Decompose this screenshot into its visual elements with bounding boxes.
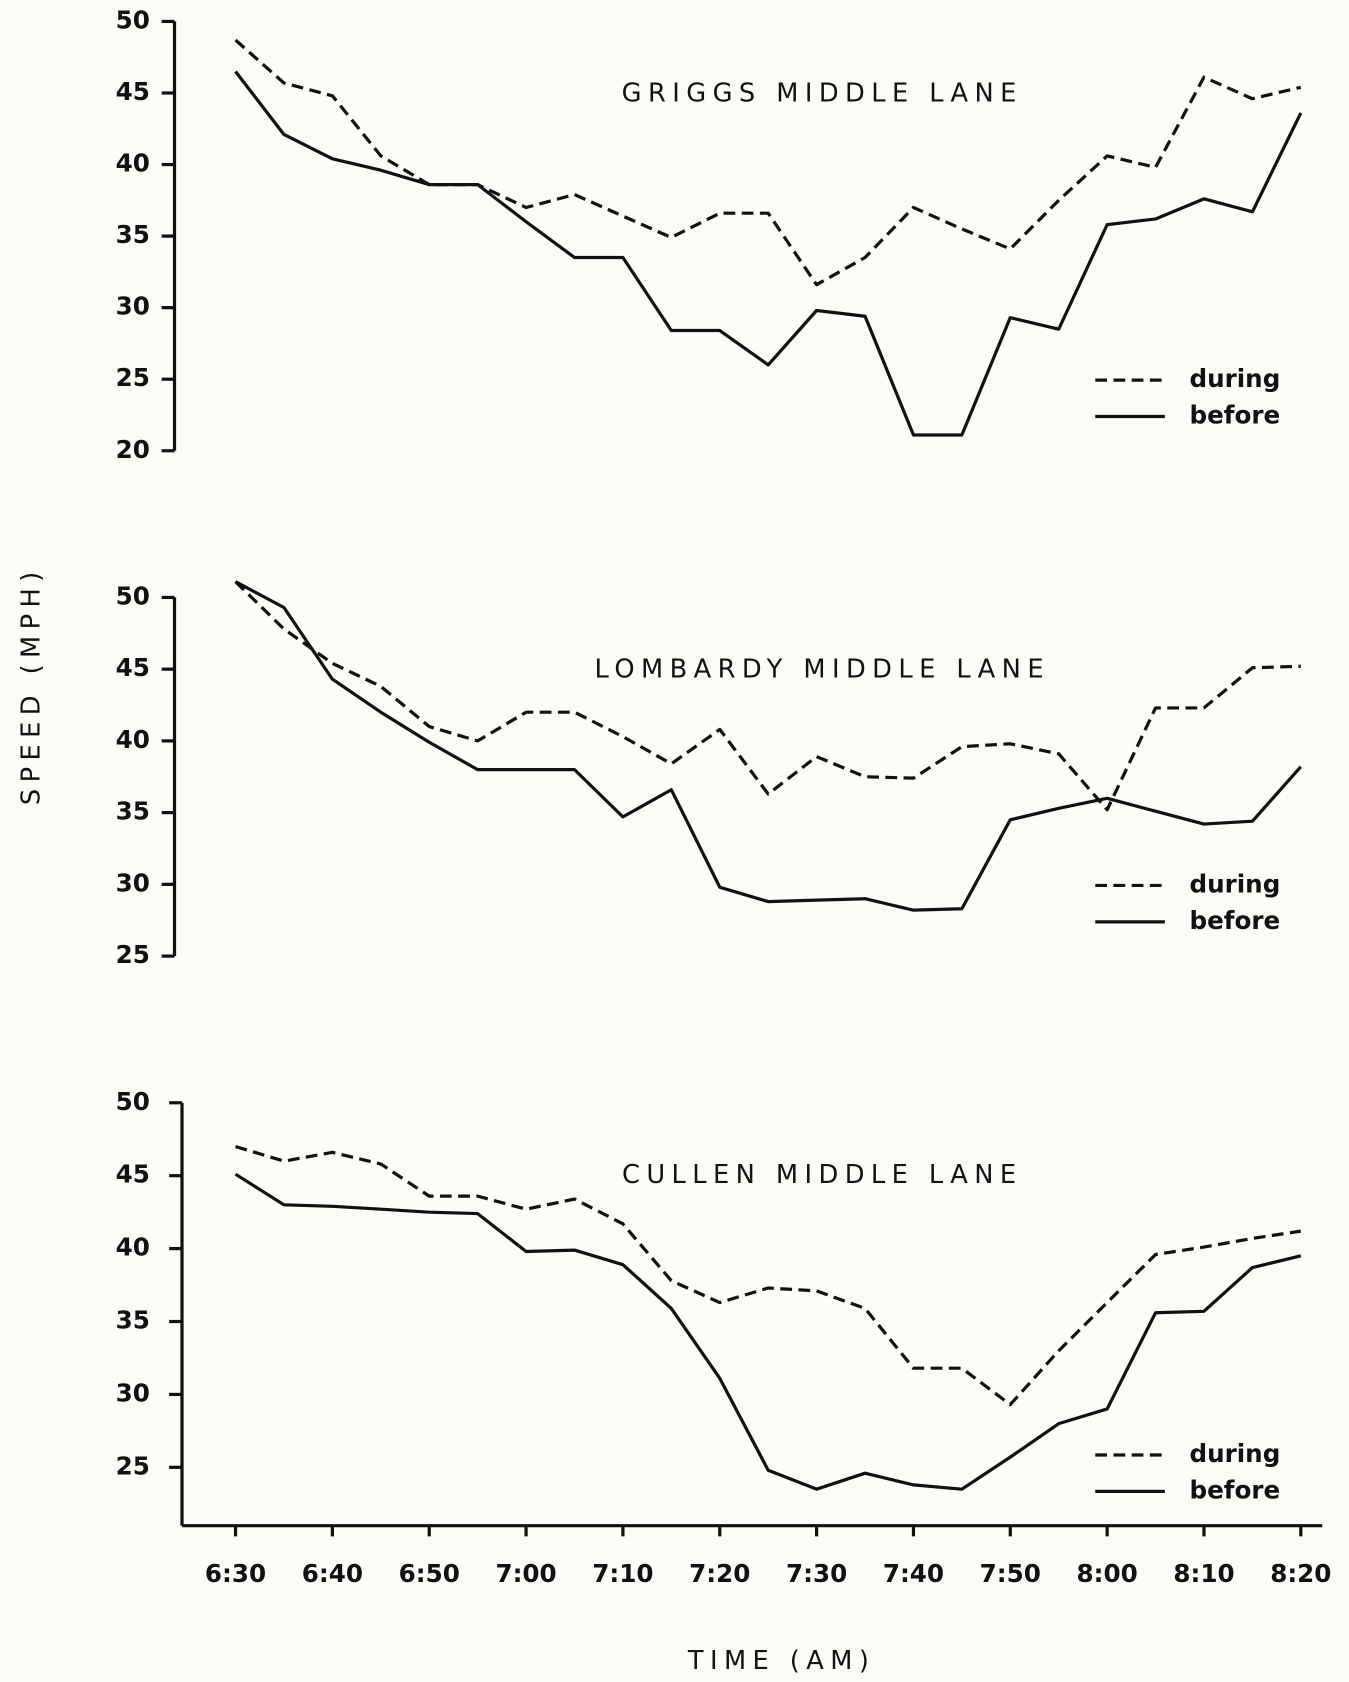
y-tick-label: 35 bbox=[116, 797, 150, 826]
y-tick-label: 45 bbox=[116, 653, 150, 682]
y-tick-label: 50 bbox=[116, 581, 150, 610]
x-tick-label: 8:20 bbox=[1270, 1559, 1331, 1588]
legend-label: before bbox=[1189, 1475, 1280, 1504]
x-tick-label: 7:20 bbox=[689, 1559, 750, 1588]
series-line bbox=[234, 580, 1301, 812]
y-tick-label: 30 bbox=[116, 868, 150, 897]
legend-label: during bbox=[1189, 364, 1280, 393]
x-tick-label: 7:00 bbox=[495, 1559, 556, 1588]
legend-label: before bbox=[1189, 400, 1280, 429]
y-tick-label: 35 bbox=[116, 220, 150, 249]
series-line bbox=[234, 1172, 1302, 1491]
x-tick-label: 7:30 bbox=[786, 1559, 847, 1588]
y-tick-label: 40 bbox=[116, 725, 150, 754]
y-tick-label: 45 bbox=[116, 77, 150, 106]
y-tick-label: 25 bbox=[116, 940, 150, 969]
y-tick-label: 20 bbox=[116, 435, 150, 464]
x-tick-label: 7:50 bbox=[980, 1559, 1041, 1588]
y-tick-label: 35 bbox=[116, 1306, 150, 1335]
series-line bbox=[234, 70, 1303, 437]
y-tick-label: 40 bbox=[116, 1233, 150, 1262]
y-axis-label: SPEED (MPH) bbox=[17, 565, 47, 805]
series-line bbox=[235, 1145, 1302, 1407]
y-tick-label: 50 bbox=[116, 5, 150, 34]
x-tick-label: 6:30 bbox=[205, 1559, 266, 1588]
x-tick-label: 6:50 bbox=[399, 1559, 460, 1588]
x-tick-label: 7:10 bbox=[592, 1559, 653, 1588]
y-tick-label: 30 bbox=[116, 1378, 150, 1407]
chart-title: GRIGGS MIDDLE LANE bbox=[622, 79, 1023, 109]
x-tick-label: 6:40 bbox=[302, 1559, 363, 1588]
legend-label: during bbox=[1189, 1439, 1280, 1468]
x-tick-label: 8:00 bbox=[1077, 1559, 1138, 1588]
legend-label: before bbox=[1189, 906, 1280, 935]
y-tick-label: 30 bbox=[116, 292, 150, 321]
y-tick-label: 40 bbox=[116, 149, 150, 178]
chart-title: CULLEN MIDDLE LANE bbox=[622, 1160, 1023, 1190]
chart-title: LOMBARDY MIDDLE LANE bbox=[595, 655, 1050, 685]
x-axis-label: TIME (AM) bbox=[687, 1646, 875, 1676]
series-line bbox=[234, 38, 1302, 287]
x-tick-label: 8:10 bbox=[1173, 1559, 1234, 1588]
series-line bbox=[234, 580, 1303, 912]
y-tick-label: 25 bbox=[116, 1451, 150, 1480]
y-tick-label: 45 bbox=[116, 1160, 150, 1189]
y-tick-label: 50 bbox=[116, 1087, 150, 1116]
legend-label: during bbox=[1189, 869, 1280, 898]
x-tick-label: 7:40 bbox=[883, 1559, 944, 1588]
y-tick-label: 25 bbox=[116, 363, 150, 392]
